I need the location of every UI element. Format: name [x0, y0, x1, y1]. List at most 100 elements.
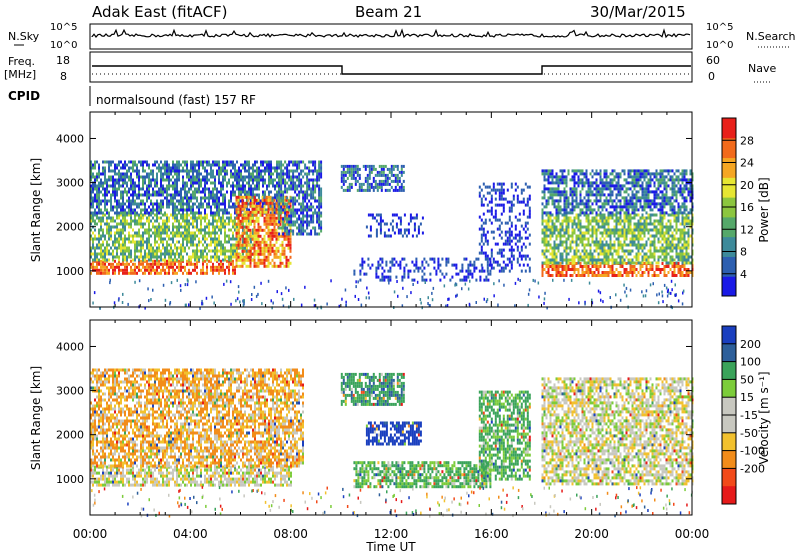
- data-cell: [381, 261, 383, 264]
- data-cell: [640, 244, 642, 247]
- data-cell: [218, 161, 220, 164]
- data-cell: [208, 194, 210, 197]
- data-cell: [102, 253, 104, 256]
- data-cell: [122, 185, 124, 188]
- data-cell: [164, 269, 166, 272]
- data-cell: [507, 237, 509, 240]
- data-cell: [130, 220, 132, 223]
- data-cell: [242, 208, 244, 211]
- data-cell: [632, 262, 634, 265]
- data-cell: [200, 200, 202, 203]
- data-cell: [306, 182, 308, 185]
- data-cell: [266, 188, 268, 191]
- data-cell: [232, 220, 234, 223]
- data-cell: [588, 220, 590, 223]
- data-cell: [146, 241, 148, 244]
- data-cell: [136, 247, 138, 250]
- data-cell: [162, 259, 164, 262]
- data-cell: [380, 226, 382, 229]
- data-cell: [218, 182, 220, 185]
- data-cell: [180, 206, 182, 209]
- data-cell: [310, 221, 312, 224]
- data-cell: [489, 273, 491, 276]
- data-cell: [110, 197, 112, 200]
- data-cell: [566, 253, 568, 256]
- data-cell: [132, 212, 134, 215]
- data-cell: [198, 206, 200, 209]
- data-cell: [546, 229, 548, 232]
- data-cell: [403, 273, 405, 276]
- data-cell: [286, 265, 288, 268]
- data-cell: [509, 258, 511, 261]
- data-cell: [280, 191, 282, 194]
- data-cell: [499, 228, 501, 231]
- data-cell: [576, 274, 578, 277]
- data-cell: [662, 250, 664, 253]
- data-cell: [196, 250, 198, 253]
- data-cell: [644, 244, 646, 247]
- data-cell: [136, 250, 138, 253]
- data-cell: [262, 164, 264, 167]
- data-cell: [290, 244, 292, 247]
- data-cell: [391, 180, 393, 183]
- data-cell: [98, 217, 100, 220]
- data-cell: [98, 244, 100, 247]
- data-cell: [644, 220, 646, 223]
- data-cell: [618, 244, 620, 247]
- data-cell: [118, 244, 120, 247]
- data-cell: [638, 241, 640, 244]
- data-cell: [246, 238, 248, 241]
- data-cell: [244, 205, 246, 208]
- data-cell: [190, 197, 192, 200]
- data-cell: [604, 271, 606, 274]
- data-cell: [224, 212, 226, 215]
- data-cell: [230, 173, 232, 176]
- data-cell: [98, 164, 100, 167]
- data-cell: [102, 182, 104, 185]
- data-cell: [228, 164, 230, 167]
- data-cell: [130, 212, 132, 215]
- data-cell: [204, 185, 206, 188]
- data-cell: [558, 220, 560, 223]
- data-cell: [256, 217, 258, 220]
- data-cell: [481, 270, 483, 273]
- data-cell: [168, 272, 170, 275]
- data-cell: [220, 170, 222, 173]
- data-cell: [620, 232, 622, 235]
- data-cell: [198, 250, 200, 253]
- data-cell: [515, 228, 517, 231]
- data-cell: [381, 276, 383, 279]
- data-cell: [363, 273, 365, 276]
- data-cell: [606, 229, 608, 232]
- data-cell: [126, 191, 128, 194]
- data-cell: [188, 220, 190, 223]
- data-cell: [594, 244, 596, 247]
- data-cell: [582, 244, 584, 247]
- data-cell: [250, 235, 252, 238]
- data-cell: [650, 268, 652, 271]
- data-cell: [507, 258, 509, 261]
- data-cell: [306, 227, 308, 230]
- data-cell: [367, 180, 369, 183]
- data-cell: [120, 235, 122, 238]
- data-cell: [262, 208, 264, 211]
- data-cell: [214, 256, 216, 259]
- data-cell: [487, 270, 489, 273]
- data-cell: [108, 161, 110, 164]
- data-cell: [274, 185, 276, 188]
- data-cell: [100, 212, 102, 215]
- data-cell: [604, 253, 606, 256]
- data-cell: [214, 247, 216, 250]
- data-cell: [250, 191, 252, 194]
- data-cell: [222, 226, 224, 229]
- data-cell: [353, 165, 355, 168]
- data-cell: [120, 229, 122, 232]
- data-cell: [206, 173, 208, 176]
- data-cell: [234, 269, 236, 272]
- data-cell: [582, 226, 584, 229]
- data-cell: [248, 170, 250, 173]
- data-cell: [513, 198, 515, 201]
- data-cell: [252, 176, 254, 179]
- data-cell: [248, 182, 250, 185]
- data-cell: [148, 188, 150, 191]
